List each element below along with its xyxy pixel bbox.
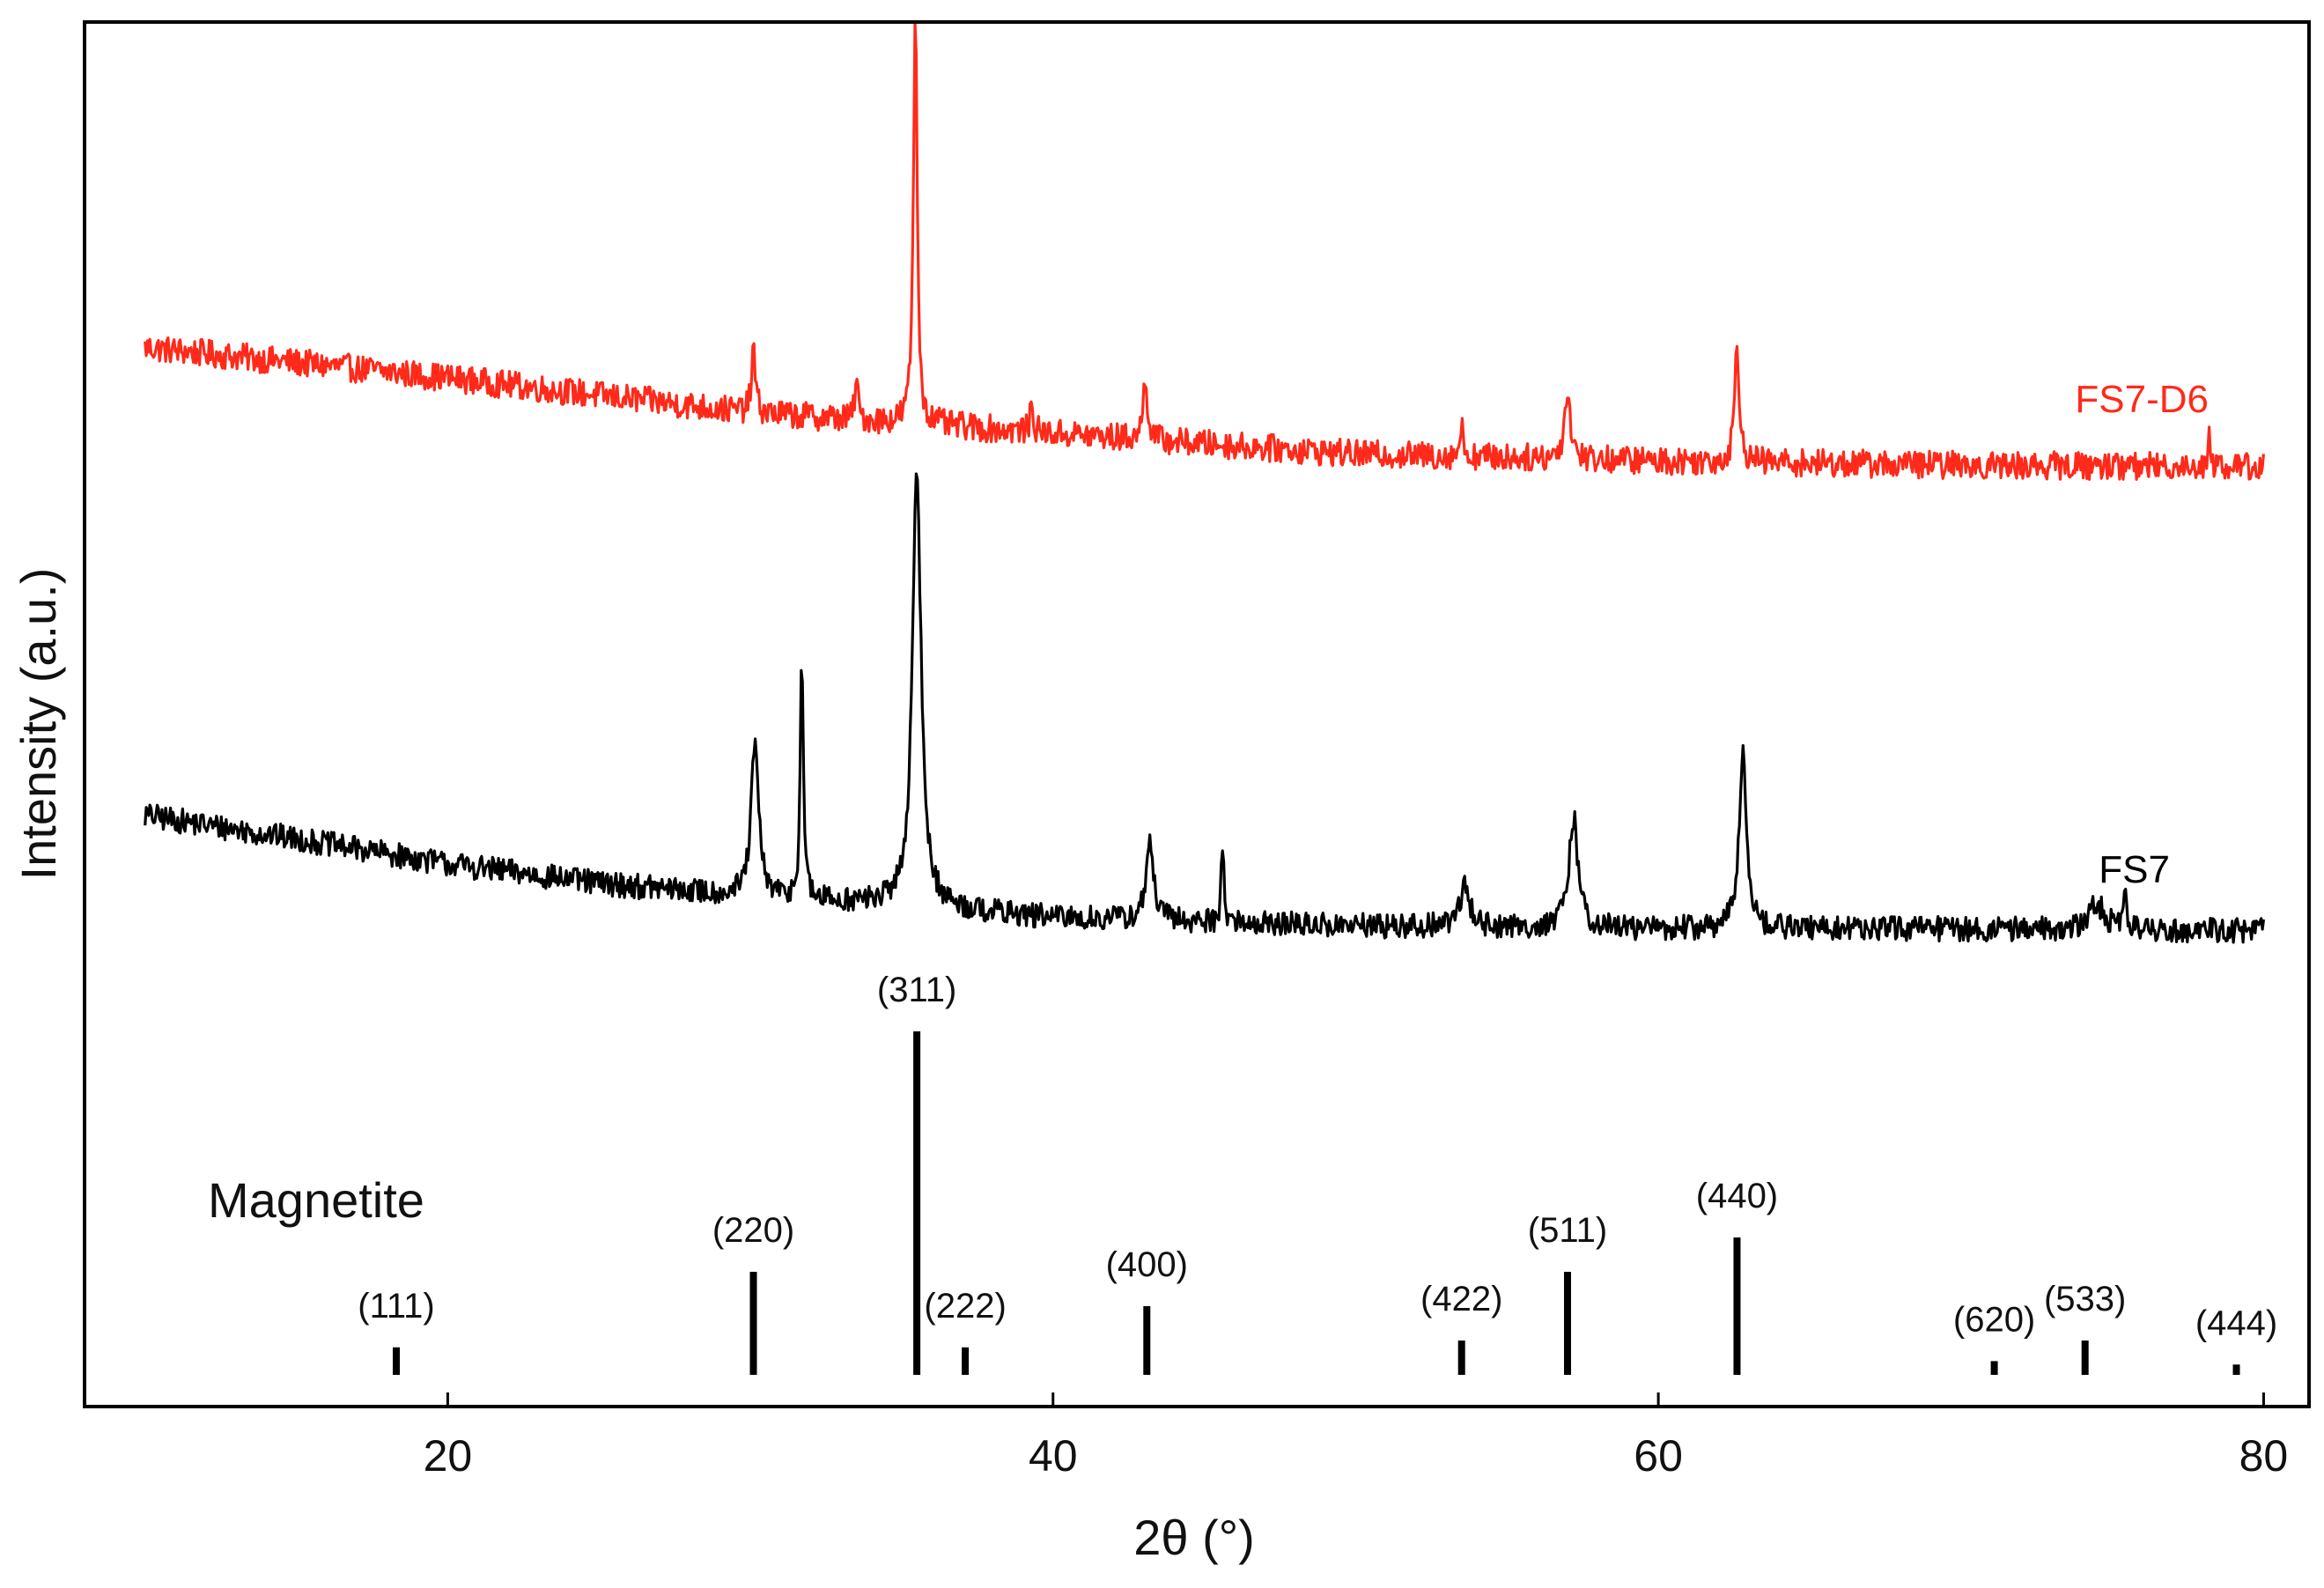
x-axis-title: 2θ (°) — [1133, 1510, 1255, 1565]
reference-peak-label-444: (444) — [2195, 1304, 2277, 1342]
plot-frame — [83, 20, 2311, 1408]
reference-peak-label-511: (511) — [1528, 1211, 1607, 1250]
series-line-fs7 — [144, 472, 2265, 944]
reference-peak-label-222: (222) — [924, 1287, 1006, 1326]
x-tick-label-80: 80 — [2239, 1431, 2289, 1481]
reference-pattern: (111) (220) (311) (222) (400) (422) (511) (440)… — [358, 971, 2277, 1375]
series-layer — [144, 20, 2265, 944]
reference-peak-label-311: (311) — [877, 971, 956, 1009]
reference-peak-label-440: (440) — [1696, 1177, 1778, 1215]
reference-peak-label-620: (620) — [1953, 1300, 2035, 1339]
x-tick-label-20: 20 — [424, 1431, 473, 1481]
reference-peak-label-422: (422) — [1420, 1280, 1502, 1318]
reference-peak-label-400: (400) — [1106, 1245, 1188, 1284]
reference-phase-label: Magnetite — [208, 1172, 424, 1228]
x-axis-ticks: 20 40 60 80 — [424, 1392, 2289, 1481]
series-line-fs7-d6 — [144, 20, 2265, 481]
series-label-fs7-d6: FS7-D6 — [2075, 378, 2209, 421]
x-tick-label-40: 40 — [1029, 1431, 1078, 1481]
x-tick-label-60: 60 — [1634, 1431, 1683, 1481]
reference-peak-label-533: (533) — [2044, 1280, 2126, 1318]
reference-peak-label-111: (111) — [358, 1287, 434, 1326]
y-axis-title: Intensity (a.u.) — [11, 568, 66, 881]
reference-peak-label-220: (220) — [712, 1211, 794, 1250]
series-label-fs7: FS7 — [2099, 848, 2170, 891]
